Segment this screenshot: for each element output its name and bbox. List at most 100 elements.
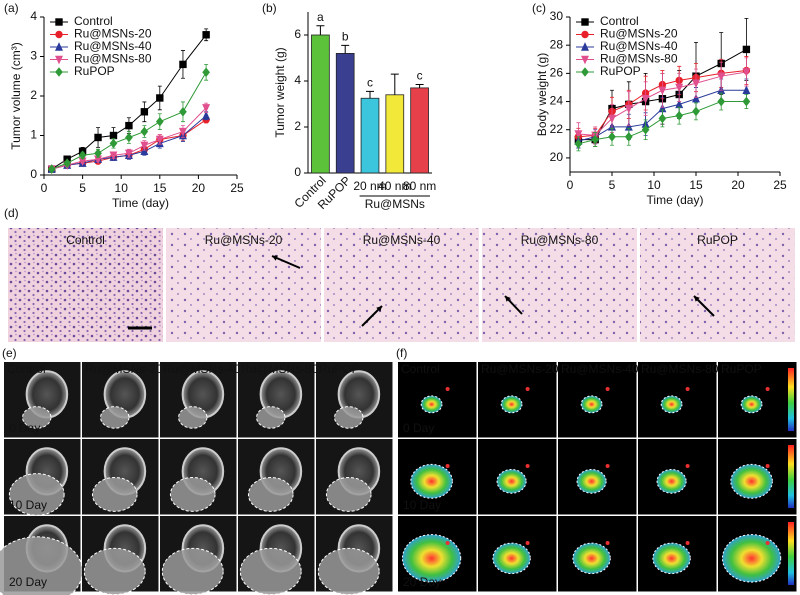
fluorescence-speck [605,386,610,391]
arrow-head [505,296,511,302]
column-label: Ru@MSNs-40 [163,362,241,376]
data-point [591,134,600,145]
fluorescence-signal [576,468,607,494]
y-tick-label: 24 [550,94,564,108]
x-tick-label: 15 [153,181,167,195]
mri-tumor [334,406,364,429]
legend-marker [581,67,589,77]
x-tick-label: 40 nm [378,179,411,193]
legend-label: RuPOP [74,64,115,78]
fluorescence-signal [401,534,462,583]
fluorescence-signal [492,542,531,575]
x-tick-label: 25 [230,181,244,195]
series-line [51,72,207,170]
fluorescence-signal [572,542,611,575]
fluorescence-signal [500,395,523,414]
mri-tumor [22,406,52,429]
histology-label: Ru@MSNs-80 [521,233,599,247]
legend-label: Ru@MSNs-20 [600,27,678,41]
fluorescence-signal [410,463,453,499]
y-tick-label: 2 [30,88,37,102]
column-label: Ru@MSNs-80 [641,362,719,376]
data-point [608,131,616,142]
data-point [179,106,187,117]
panel-label: (e) [2,346,17,360]
mri-tumor [256,406,286,429]
data-point [156,94,164,102]
arrow-head [376,306,382,312]
fluorescence-signal [420,395,443,414]
fluorescence-signal [656,468,687,494]
legend-label: Ru@MSNs-40 [600,39,678,53]
x-tick-label: 20 [192,181,206,195]
histology-image [640,228,795,342]
fluorescence-signal [730,463,773,499]
data-point [78,150,87,161]
x-axis-title: Time (day) [647,193,704,207]
colorbar [788,368,794,431]
row-label: 0 Day [403,421,434,435]
histology-label: RuPOP [697,233,738,247]
data-point [202,31,210,39]
mri-tumor [83,547,146,595]
data-point [140,141,149,151]
fluorescence-speck [765,463,770,468]
y-tick-label: 1 [30,128,37,142]
data-point [94,148,102,159]
series-line [51,107,207,170]
mri-tumor [169,477,216,512]
x-tick-label: 0 [567,178,574,192]
group-label: Ru@MSNs [365,197,425,211]
data-point [717,72,726,82]
data-point [692,79,700,89]
y-axis-title: Body weight (g) [535,53,549,136]
x-tick-label: 0 [41,181,48,195]
data-point [641,124,650,135]
fluorescence-speck [525,540,530,545]
data-point [608,114,616,124]
data-point [47,164,56,174]
mri-tumor [161,547,224,595]
mri-tumor [317,547,380,595]
data-point [742,68,751,77]
panel-label: (f) [396,346,407,360]
data-point [202,110,211,120]
panel-label: (b) [262,1,277,15]
fluorescence-signal [721,534,782,583]
error-bar [316,25,325,35]
mri-tumor [91,477,138,512]
x-tick-label: 25 [773,178,787,192]
error-bar [390,73,399,95]
series-line [578,89,747,142]
significance-label: c [417,69,423,83]
data-point [658,86,667,96]
mri-tumor [325,477,372,512]
legend-marker [581,42,589,51]
row-label: 0 Day [9,421,40,435]
fluorescence-speck [445,463,450,468]
bar [385,94,405,174]
data-point [202,104,211,113]
data-point [155,116,164,127]
row-label: 10 Day [403,498,441,512]
error-bar [341,44,350,54]
data-point [624,131,633,142]
fluorescence-speck [765,540,770,545]
mri-tumor [239,547,302,595]
data-point [178,127,187,137]
mri-tumor [178,406,208,429]
panel-label: (d) [4,206,19,220]
y-tick-label: 26 [550,66,564,80]
colorbar [788,445,794,508]
data-point [140,126,149,137]
data-point [94,133,102,142]
data-point [675,110,684,121]
legend-marker [581,55,589,65]
data-point [574,139,583,149]
legend-marker [55,55,63,65]
y-tick-label: 4 [30,9,37,23]
column-label: Ru@MSNs-40 [561,362,639,376]
y-tick-label: 30 [550,9,564,23]
fluorescence-speck [605,540,610,545]
mri-tumor [100,406,130,429]
